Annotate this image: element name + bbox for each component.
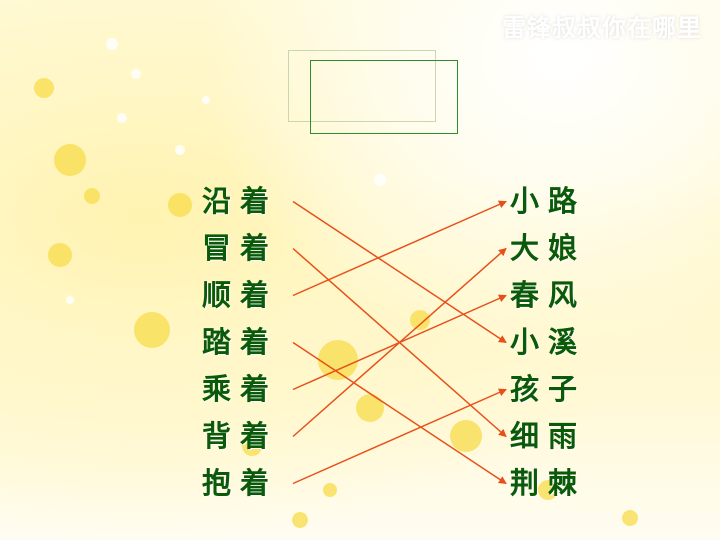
left-word[interactable]: 沿着 bbox=[202, 184, 279, 218]
page-title: 雷锋叔叔你在哪里 bbox=[502, 14, 702, 42]
right-word-column: 小路 大娘 春风 小溪 孩子 细雨 荆棘 bbox=[510, 178, 586, 507]
left-word[interactable]: 抱着 bbox=[202, 466, 279, 500]
outline-box-back bbox=[288, 50, 436, 122]
right-word[interactable]: 春风 bbox=[510, 278, 587, 312]
left-word[interactable]: 冒着 bbox=[202, 231, 279, 265]
right-word[interactable]: 大娘 bbox=[510, 231, 587, 265]
left-word-column: 沿着 冒着 顺着 踏着 乘着 背着 抱着 bbox=[202, 178, 278, 507]
right-word[interactable]: 孩子 bbox=[510, 372, 587, 406]
left-word[interactable]: 乘着 bbox=[202, 372, 279, 406]
right-word[interactable]: 细雨 bbox=[510, 419, 587, 453]
right-word[interactable]: 小溪 bbox=[510, 325, 587, 359]
outline-box-front bbox=[310, 60, 458, 134]
right-word[interactable]: 小路 bbox=[510, 184, 587, 218]
left-word[interactable]: 顺着 bbox=[202, 278, 279, 312]
right-word[interactable]: 荆棘 bbox=[510, 466, 587, 500]
left-word[interactable]: 踏着 bbox=[202, 325, 279, 359]
left-word[interactable]: 背着 bbox=[202, 419, 279, 453]
